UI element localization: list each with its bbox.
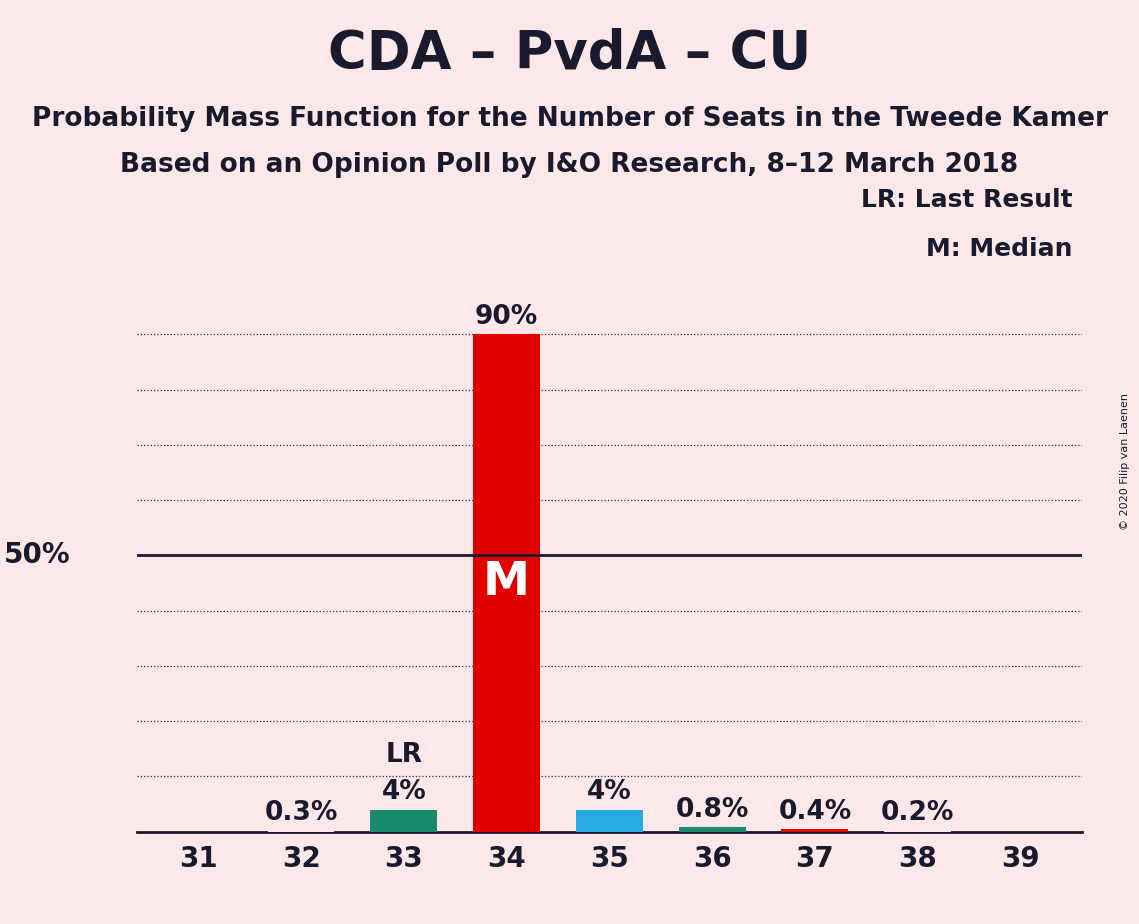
Text: M: M [483,561,530,605]
Bar [576,809,642,832]
Text: 0.3%: 0.3% [264,799,338,825]
Bar [473,334,540,832]
Text: 90%: 90% [475,304,539,330]
Bar [370,809,437,832]
Text: 0.4%: 0.4% [778,799,852,825]
Text: 50%: 50% [3,541,71,569]
Text: 4%: 4% [382,779,426,805]
Bar [268,830,335,832]
Text: Based on an Opinion Poll by I&O Research, 8–12 March 2018: Based on an Opinion Poll by I&O Research… [121,152,1018,178]
Text: M: Median: M: Median [926,237,1073,261]
Text: © 2020 Filip van Laenen: © 2020 Filip van Laenen [1121,394,1130,530]
Text: 4%: 4% [587,779,632,805]
Bar [884,831,951,832]
Text: 0.2%: 0.2% [880,800,954,826]
Bar [679,827,746,832]
Bar [781,830,849,832]
Text: 0.8%: 0.8% [675,796,748,822]
Text: CDA – PvdA – CU: CDA – PvdA – CU [328,28,811,79]
Text: Probability Mass Function for the Number of Seats in the Tweede Kamer: Probability Mass Function for the Number… [32,106,1107,132]
Text: LR: Last Result: LR: Last Result [861,188,1073,213]
Text: LR: LR [385,742,423,768]
